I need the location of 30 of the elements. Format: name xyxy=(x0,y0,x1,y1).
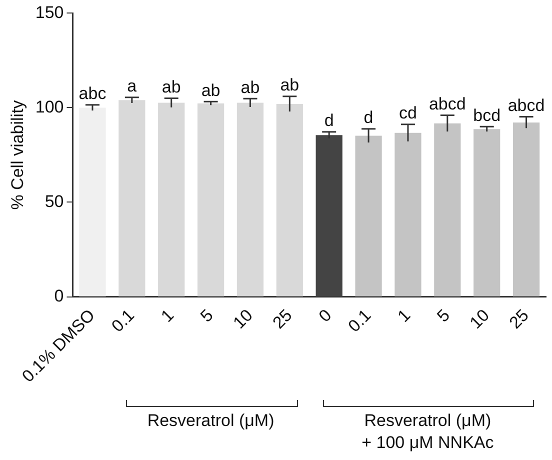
data-label: ab xyxy=(280,76,300,95)
data-label: ab xyxy=(162,77,181,96)
y-axis-title: % Cell viability xyxy=(8,100,27,210)
y-tick-label: 150 xyxy=(35,2,64,22)
x-tick-label: 5 xyxy=(433,306,454,326)
x-tick-label: 1 xyxy=(157,306,178,326)
x-tick-label: 25 xyxy=(506,306,532,333)
y-tick-label: 100 xyxy=(35,97,64,116)
text: Resveratrol (μM) xyxy=(147,410,274,432)
data-label: d xyxy=(324,111,334,130)
data-label: bcd xyxy=(473,106,501,125)
data-label: abcd xyxy=(508,96,545,115)
x-tick-label: 1 xyxy=(394,306,414,326)
x-tick-label: 25 xyxy=(268,306,296,333)
x-tick-label: 10 xyxy=(230,306,256,333)
text: Resveratrol (μM) + 100 μM NNKAc xyxy=(362,410,494,454)
x-tick-label: 0 xyxy=(315,306,336,326)
x-tick-label: 0.1 xyxy=(344,306,375,336)
data-label: abc xyxy=(78,84,107,104)
data-label: abcd xyxy=(428,94,466,114)
x-tick-label: 0.1 xyxy=(108,306,138,336)
x-tick-label: 10 xyxy=(466,306,493,333)
data-label: cd xyxy=(398,104,417,123)
x-tick-label: 5 xyxy=(196,306,217,326)
y-tick-label: 0 xyxy=(54,286,64,306)
data-label: ab xyxy=(240,78,260,97)
y-tick-label: 50 xyxy=(44,192,64,211)
data-label: ab xyxy=(201,80,220,100)
data-label: a xyxy=(127,76,138,96)
data-label: d xyxy=(364,108,374,128)
